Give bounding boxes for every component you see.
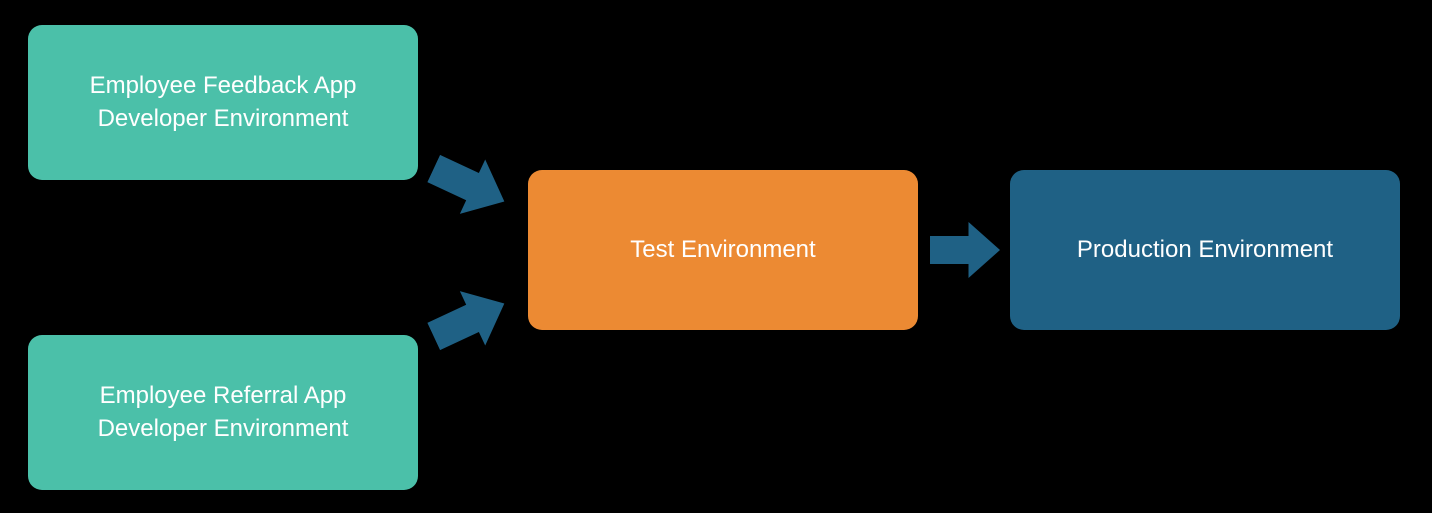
node-label: Test Environment xyxy=(630,234,815,266)
arrow-test-to-prod xyxy=(930,222,1000,278)
node-label-line1: Test Environment xyxy=(630,236,815,263)
node-label: Employee Referral App Developer Environm… xyxy=(98,380,349,445)
node-label-line1: Production Environment xyxy=(1077,236,1333,263)
node-label-line1: Employee Referral App xyxy=(100,382,347,409)
node-label-line2: Developer Environment xyxy=(98,415,349,442)
node-label-line2: Developer Environment xyxy=(98,105,349,132)
node-prod-env: Production Environment xyxy=(1010,170,1400,330)
arrow-shape xyxy=(421,141,517,228)
node-test-env: Test Environment xyxy=(528,170,918,330)
arrow-shape xyxy=(930,222,1000,278)
node-label-line1: Employee Feedback App xyxy=(90,72,357,99)
node-label: Employee Feedback App Developer Environm… xyxy=(90,70,357,135)
flowchart-canvas: Employee Feedback App Developer Environm… xyxy=(0,0,1432,513)
node-referral-dev: Employee Referral App Developer Environm… xyxy=(28,335,418,490)
arrow-referral-to-test xyxy=(421,276,517,363)
arrow-feedback-to-test xyxy=(421,141,517,228)
arrow-shape xyxy=(421,276,517,363)
node-label: Production Environment xyxy=(1077,234,1333,266)
node-feedback-dev: Employee Feedback App Developer Environm… xyxy=(28,25,418,180)
